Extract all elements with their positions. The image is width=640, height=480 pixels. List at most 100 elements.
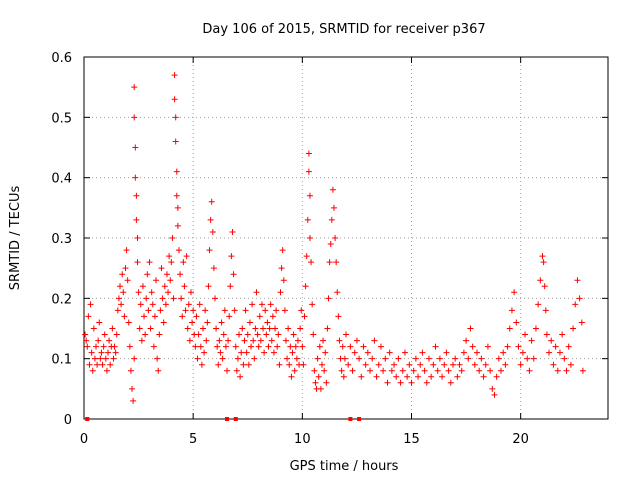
- data-point: [277, 289, 284, 296]
- data-point: [267, 301, 274, 308]
- data-point: [471, 361, 478, 368]
- data-point: [150, 343, 157, 350]
- data-point: [377, 343, 384, 350]
- x-tick-label: 15: [403, 432, 420, 447]
- data-point: [290, 331, 297, 338]
- data-point: [249, 301, 256, 308]
- data-point: [452, 355, 459, 362]
- data-point: [154, 355, 161, 362]
- data-point: [118, 301, 125, 308]
- data-point: [134, 259, 141, 266]
- data-point: [230, 271, 237, 278]
- data-point: [519, 349, 526, 356]
- data-point: [243, 349, 250, 356]
- data-point: [445, 367, 452, 374]
- data-point: [406, 361, 413, 368]
- data-point: [304, 216, 311, 223]
- data-point: [423, 379, 430, 386]
- data-point: [522, 331, 529, 338]
- y-tick-label: 0.2: [51, 292, 72, 307]
- y-tick-label: 0.4: [51, 172, 72, 187]
- data-point: [131, 114, 138, 121]
- data-point: [511, 289, 518, 296]
- data-point: [579, 367, 586, 374]
- data-point: [281, 307, 288, 314]
- data-point: [535, 301, 542, 308]
- data-point: [219, 355, 226, 362]
- data-point: [190, 307, 197, 314]
- data-point: [428, 373, 435, 380]
- data-point: [347, 343, 354, 350]
- data-point: [157, 307, 164, 314]
- data-point: [356, 355, 363, 362]
- data-point: [410, 367, 417, 374]
- data-point: [253, 289, 260, 296]
- data-point: [339, 343, 346, 350]
- data-point: [181, 283, 188, 290]
- data-point: [196, 301, 203, 308]
- data-point: [353, 337, 360, 344]
- x-tick-label: 20: [512, 432, 529, 447]
- data-point: [397, 379, 404, 386]
- data-point: [213, 325, 220, 332]
- data-point: [292, 343, 299, 350]
- data-point: [576, 295, 583, 302]
- baseline-marker: [357, 417, 362, 421]
- data-point: [187, 289, 194, 296]
- data-point: [556, 349, 563, 356]
- baseline-marker: [225, 417, 230, 421]
- data-point: [279, 247, 286, 254]
- data-point: [293, 355, 300, 362]
- data-point: [218, 319, 225, 326]
- data-point: [130, 397, 137, 404]
- x-tick-label: 5: [189, 432, 197, 447]
- data-point: [82, 331, 89, 338]
- data-point: [449, 361, 456, 368]
- data-point: [151, 313, 158, 320]
- data-point: [338, 367, 345, 374]
- data-point: [500, 349, 507, 356]
- data-point: [242, 307, 249, 314]
- data-point: [513, 319, 520, 326]
- data-point: [183, 253, 190, 260]
- data-point: [480, 373, 487, 380]
- data-point: [207, 216, 214, 223]
- data-point: [182, 307, 189, 314]
- data-point: [173, 192, 180, 199]
- data-point: [349, 367, 356, 374]
- data-point: [502, 361, 509, 368]
- data-point: [244, 331, 251, 338]
- data-point: [199, 325, 206, 332]
- data-point: [572, 301, 579, 308]
- data-point: [401, 349, 408, 356]
- y-tick-label: 0.6: [51, 51, 72, 66]
- data-point: [285, 325, 292, 332]
- data-point: [495, 355, 502, 362]
- x-tick-label: 0: [80, 432, 88, 447]
- data-point: [316, 343, 323, 350]
- data-point: [229, 228, 236, 235]
- data-point: [222, 343, 229, 350]
- data-point: [351, 349, 358, 356]
- data-point: [286, 361, 293, 368]
- data-point: [231, 307, 238, 314]
- data-point: [408, 379, 415, 386]
- data-point: [386, 349, 393, 356]
- data-point: [373, 373, 380, 380]
- data-point: [260, 325, 267, 332]
- data-point: [306, 235, 313, 241]
- data-point: [98, 349, 105, 356]
- data-point: [114, 307, 121, 314]
- data-point: [129, 385, 136, 392]
- data-point: [93, 343, 100, 350]
- data-point: [239, 325, 246, 332]
- data-point: [308, 259, 315, 266]
- data-point: [134, 235, 141, 241]
- data-point: [388, 367, 395, 374]
- data-point: [305, 168, 312, 175]
- data-point: [314, 355, 321, 362]
- data-point: [332, 235, 339, 241]
- data-point: [515, 343, 522, 350]
- chart-title: Day 106 of 2015, SRMTID for receiver p36…: [202, 22, 485, 37]
- data-point: [221, 307, 228, 314]
